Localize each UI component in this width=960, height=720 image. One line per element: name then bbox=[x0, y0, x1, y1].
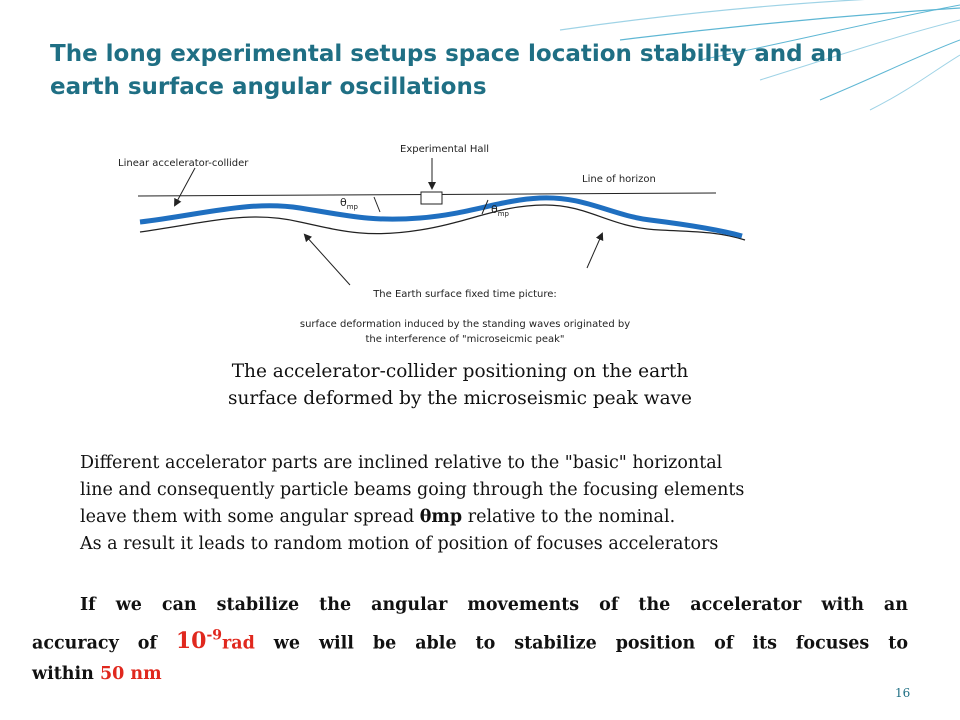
accuracy-unit: rad bbox=[222, 633, 255, 654]
caption-line1: The accelerator-collider positioning on … bbox=[231, 361, 689, 382]
earth-surface-line bbox=[139, 204, 746, 241]
earth-caption-line2: surface deformation induced by the stand… bbox=[300, 319, 630, 330]
conclusion-line1: If we can stabilize the angular movement… bbox=[80, 595, 908, 615]
theta-label-right: θmp bbox=[491, 203, 510, 218]
para-line1: Different accelerator parts are inclined… bbox=[80, 453, 723, 473]
accelerator-wave bbox=[139, 195, 743, 239]
label-experimental-hall: Experimental Hall bbox=[400, 144, 489, 155]
accuracy-value: 10-9 bbox=[175, 628, 223, 655]
earth-caption-line3: the interference of "microseicmic peak" bbox=[365, 334, 564, 345]
theta-mark-right bbox=[481, 199, 489, 215]
conclusion-line3: within 50 nm bbox=[32, 664, 162, 685]
theta-mp-term: θmp bbox=[419, 507, 463, 527]
arrow-earth-left bbox=[303, 233, 351, 286]
label-collider: Linear accelerator-collider bbox=[118, 158, 249, 169]
para-line2: line and consequently particle beams goi… bbox=[80, 480, 745, 500]
earth-caption-line1: The Earth surface fixed time picture: bbox=[372, 289, 557, 300]
arrow-collider bbox=[174, 167, 196, 207]
page-number: 16 bbox=[895, 686, 911, 700]
focus-precision-value: 50 nm bbox=[99, 664, 162, 685]
earth-surface-diagram: Linear accelerator-collider Experimental… bbox=[118, 144, 746, 345]
arrow-earth-right bbox=[586, 232, 604, 269]
explanation-paragraph: Different accelerator parts are inclined… bbox=[80, 450, 870, 558]
label-horizon: Line of horizon bbox=[582, 174, 656, 185]
diagram-caption: The accelerator-collider positioning on … bbox=[160, 358, 760, 412]
theta-mark-left bbox=[373, 196, 381, 213]
conclusion-paragraph: If we can stabilize the angular movement… bbox=[32, 590, 908, 690]
para-line4: As a result it leads to random motion of… bbox=[80, 534, 719, 554]
conclusion-line2: accuracy of 10-9rad we will be able to s… bbox=[32, 628, 908, 655]
theta-label-left: θmp bbox=[340, 196, 359, 211]
experimental-hall-box bbox=[420, 191, 443, 205]
slide-title: The long experimental setups space locat… bbox=[50, 41, 843, 100]
para-line3: leave them with some angular spread θmp … bbox=[80, 507, 676, 527]
caption-line2: surface deformed by the microseismic pea… bbox=[227, 388, 693, 409]
